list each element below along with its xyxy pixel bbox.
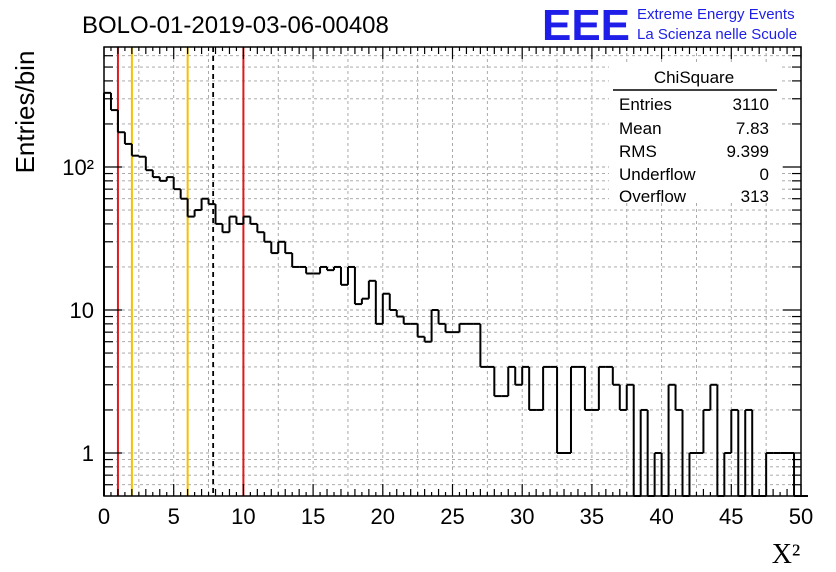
x-tick-label: 40 bbox=[649, 504, 673, 529]
x-tick-labels: 0 5 10 15 20 25 30 35 40 45 50 bbox=[98, 504, 813, 529]
y-axis-label: Entries/bin bbox=[10, 51, 40, 174]
y-tick-labels: 1 10 10² bbox=[62, 155, 94, 466]
x-tick-label: 15 bbox=[301, 504, 325, 529]
stats-box-background bbox=[609, 62, 779, 202]
logo-caption-line2: La Scienza nelle Scuole bbox=[637, 26, 797, 43]
x-tick-label: 50 bbox=[789, 504, 813, 529]
y-tick-label: 10 bbox=[70, 298, 94, 323]
stats-value-entries: 3110 bbox=[732, 95, 769, 114]
stats-label-rms: RMS bbox=[619, 142, 657, 161]
stats-box: ChiSquare Entries 3110 Mean 7.83 RMS 9.3… bbox=[609, 62, 779, 206]
y-tick-label: 1 bbox=[82, 441, 94, 466]
y-tick-label: 10² bbox=[62, 155, 94, 180]
x-tick-label: 45 bbox=[719, 504, 743, 529]
x-axis-label: X² bbox=[772, 539, 801, 570]
axis-ticks bbox=[103, 47, 802, 496]
logo-caption-line1: Extreme Energy Events bbox=[637, 6, 795, 23]
stats-label-entries: Entries bbox=[619, 95, 672, 114]
x-tick-label: 5 bbox=[168, 504, 180, 529]
histogram-series bbox=[103, 91, 808, 497]
x-tick-label: 10 bbox=[231, 504, 255, 529]
stats-value-overflow: 313 bbox=[741, 187, 769, 206]
stats-label-overflow: Overflow bbox=[619, 187, 687, 206]
x-tick-label: 0 bbox=[98, 504, 110, 529]
x-tick-label: 35 bbox=[580, 504, 604, 529]
stats-label-mean: Mean bbox=[619, 119, 662, 138]
stats-value-rms: 9.399 bbox=[726, 142, 769, 161]
run-title: BOLO-01-2019-03-06-00408 bbox=[82, 12, 389, 39]
x-tick-label: 25 bbox=[440, 504, 464, 529]
x-tick-label: 30 bbox=[510, 504, 534, 529]
stats-value-mean: 7.83 bbox=[736, 119, 769, 138]
stats-value-underflow: 0 bbox=[760, 165, 769, 184]
x-tick-label: 20 bbox=[371, 504, 395, 529]
stats-title: ChiSquare bbox=[654, 68, 734, 87]
stats-label-underflow: Underflow bbox=[619, 165, 696, 184]
eee-logo: EEE bbox=[542, 1, 630, 50]
grid-lines bbox=[104, 47, 801, 496]
